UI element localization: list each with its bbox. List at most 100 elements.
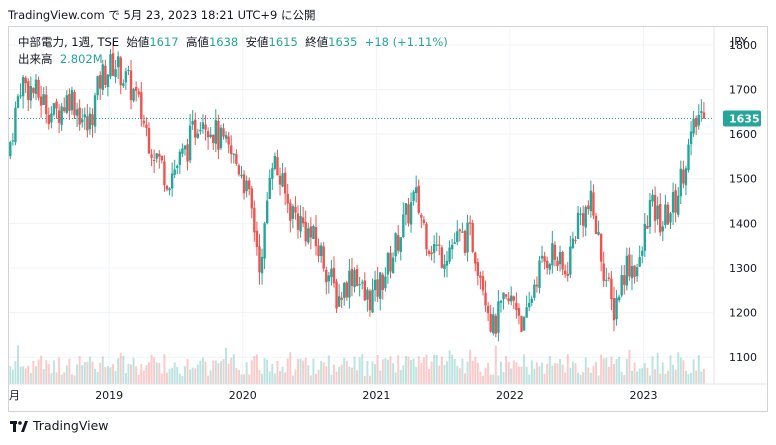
candle-body (628, 254, 631, 277)
volume-bar (225, 347, 228, 384)
volume-bar (150, 354, 153, 384)
candle-body (129, 70, 133, 101)
candle-body (551, 243, 554, 266)
candle-body (368, 290, 372, 311)
volume-bar (456, 365, 459, 384)
volume-bar (281, 366, 284, 384)
volume-bar (404, 355, 407, 384)
volume-bar (214, 360, 217, 384)
candle-body (19, 95, 22, 97)
candle-body (21, 77, 25, 97)
volume-bar (615, 359, 618, 384)
candle-body (322, 246, 325, 269)
candle-body (291, 206, 295, 219)
candle-body (57, 110, 61, 123)
candle-body (109, 54, 112, 77)
volume-bar (16, 345, 19, 384)
volume-bar (669, 355, 672, 384)
candle-body (376, 279, 379, 297)
volume-bar (104, 367, 107, 384)
volume-bar (314, 373, 317, 384)
candle-body (458, 229, 462, 232)
volume-bar (666, 370, 669, 384)
volume-bar (446, 361, 449, 384)
candle-body (448, 247, 451, 262)
volume-bar (505, 355, 508, 384)
candle-body (11, 140, 15, 142)
volume-bar (512, 360, 515, 384)
candle-body (16, 96, 20, 108)
candle-body (96, 76, 99, 96)
volume-bar (273, 373, 276, 384)
candle-body (556, 260, 559, 267)
candle-body (227, 136, 230, 145)
volume-bar (481, 375, 484, 384)
candle-body (638, 257, 641, 267)
candle-body (178, 151, 182, 165)
volume-bar (348, 366, 351, 384)
candle-body (24, 77, 27, 84)
volume-bar (461, 358, 464, 384)
volume-bar (106, 365, 109, 384)
volume-bar (625, 358, 628, 384)
candle-body (664, 204, 667, 226)
volume-bar (332, 364, 335, 384)
volume-bar (327, 355, 330, 384)
volume-bar (571, 361, 574, 384)
candle-body (150, 154, 153, 158)
volume-bar (417, 356, 420, 384)
volume-bar (469, 349, 472, 384)
volume-bar (124, 373, 127, 384)
volume-bar (137, 374, 140, 384)
volume-bar (379, 370, 382, 384)
candle-body (484, 292, 487, 306)
candle-body (684, 168, 688, 186)
candle-body (581, 213, 585, 226)
footer-brand[interactable]: TradingView (33, 418, 109, 433)
candle-body (497, 301, 500, 333)
candle-body (142, 120, 146, 124)
candle-body (39, 96, 43, 106)
candle-body (358, 284, 361, 286)
candle-body (599, 233, 603, 262)
candle-body (674, 190, 677, 213)
volume-bar (122, 355, 125, 384)
volume-bar (27, 365, 30, 384)
volume-bar (600, 354, 603, 384)
candle-body (60, 106, 63, 125)
candle-body (561, 252, 564, 270)
candle-body (538, 260, 541, 288)
candle-body (34, 79, 38, 94)
candle-body (204, 124, 207, 130)
volume-bar (160, 373, 163, 384)
candle-body (633, 265, 636, 277)
candle-body (353, 270, 356, 288)
candle-body (594, 215, 598, 235)
volume-bar (320, 361, 323, 384)
volume-bar (343, 357, 346, 384)
candle-body (420, 214, 423, 218)
candle-body (183, 145, 187, 150)
candle-body (188, 125, 192, 161)
volume-bar (520, 366, 523, 384)
volume-bar (65, 365, 68, 384)
candle-body (617, 296, 621, 301)
candle-body (191, 120, 194, 125)
volume-bar (397, 355, 400, 384)
y-axis: 1100 1200 1300 1400 1500 1600 1700 1800 (9, 27, 767, 385)
candle-body (212, 134, 215, 143)
candle-body (669, 213, 672, 223)
volume-bar (50, 373, 53, 384)
volume-bar (32, 361, 35, 384)
volume-bar (114, 370, 117, 384)
volume-bar (217, 363, 220, 384)
candle-body (276, 157, 279, 176)
candle-body (88, 113, 92, 130)
candle-body (474, 252, 477, 264)
volume-bar (353, 356, 356, 384)
volume-bar (94, 369, 97, 384)
candle-body (515, 302, 518, 311)
candle-body (165, 185, 169, 190)
candle-body (530, 298, 533, 303)
